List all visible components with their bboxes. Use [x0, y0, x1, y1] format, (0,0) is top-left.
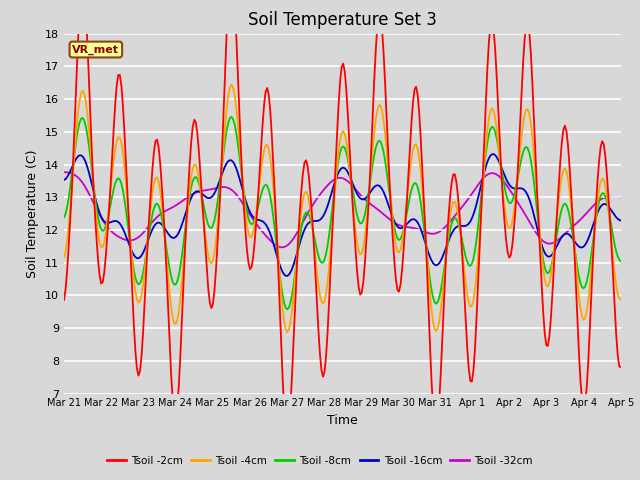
Tsoil -32cm: [60, 169, 68, 175]
X-axis label: Time: Time: [327, 414, 358, 427]
Line: Tsoil -16cm: Tsoil -16cm: [64, 154, 621, 276]
Tsoil -32cm: [617, 194, 625, 200]
Tsoil -2cm: [246, 266, 254, 272]
Line: Tsoil -2cm: Tsoil -2cm: [64, 0, 621, 433]
Tsoil -32cm: [588, 205, 595, 211]
Tsoil -2cm: [589, 258, 596, 264]
Tsoil -4cm: [60, 254, 68, 260]
Tsoil -8cm: [226, 115, 234, 121]
Line: Tsoil -4cm: Tsoil -4cm: [64, 84, 621, 332]
Tsoil -8cm: [246, 220, 254, 226]
Tsoil -16cm: [60, 177, 68, 183]
Tsoil -32cm: [244, 210, 252, 216]
Tsoil -16cm: [617, 217, 625, 223]
Y-axis label: Soil Temperature (C): Soil Temperature (C): [26, 149, 40, 278]
Tsoil -32cm: [226, 186, 234, 192]
Tsoil -32cm: [254, 223, 262, 229]
Tsoil -16cm: [305, 220, 313, 226]
Tsoil -8cm: [589, 240, 596, 245]
Tsoil -4cm: [307, 209, 314, 215]
Tsoil -8cm: [228, 114, 236, 120]
Tsoil -8cm: [60, 215, 68, 220]
Tsoil -2cm: [307, 193, 314, 199]
Legend: Tsoil -2cm, Tsoil -4cm, Tsoil -8cm, Tsoil -16cm, Tsoil -32cm: Tsoil -2cm, Tsoil -4cm, Tsoil -8cm, Tsoi…: [103, 452, 537, 470]
Tsoil -8cm: [307, 217, 314, 223]
Tsoil -16cm: [226, 157, 234, 163]
Tsoil -16cm: [284, 273, 291, 279]
Tsoil -16cm: [490, 151, 497, 157]
Tsoil -4cm: [617, 297, 625, 302]
Tsoil -2cm: [129, 289, 136, 295]
Line: Tsoil -32cm: Tsoil -32cm: [64, 172, 621, 247]
Tsoil -8cm: [129, 257, 136, 263]
Tsoil -2cm: [617, 364, 625, 370]
Tsoil -4cm: [589, 249, 596, 255]
Title: Soil Temperature Set 3: Soil Temperature Set 3: [248, 11, 437, 29]
Line: Tsoil -8cm: Tsoil -8cm: [64, 117, 621, 310]
Tsoil -16cm: [589, 223, 596, 228]
Tsoil -8cm: [284, 307, 291, 312]
Text: VR_met: VR_met: [72, 44, 119, 55]
Tsoil -16cm: [129, 249, 136, 255]
Tsoil -32cm: [279, 244, 287, 250]
Tsoil -4cm: [228, 82, 236, 87]
Tsoil -2cm: [60, 297, 68, 303]
Tsoil -4cm: [246, 234, 254, 240]
Tsoil -4cm: [226, 84, 234, 90]
Tsoil -4cm: [284, 329, 291, 335]
Tsoil -8cm: [255, 199, 263, 204]
Tsoil -8cm: [617, 258, 625, 264]
Tsoil -32cm: [305, 208, 313, 214]
Tsoil -4cm: [129, 260, 136, 265]
Tsoil -2cm: [284, 430, 291, 436]
Tsoil -2cm: [255, 173, 263, 179]
Tsoil -16cm: [244, 206, 252, 212]
Tsoil -32cm: [129, 237, 136, 243]
Tsoil -4cm: [255, 181, 263, 187]
Tsoil -16cm: [254, 217, 262, 223]
